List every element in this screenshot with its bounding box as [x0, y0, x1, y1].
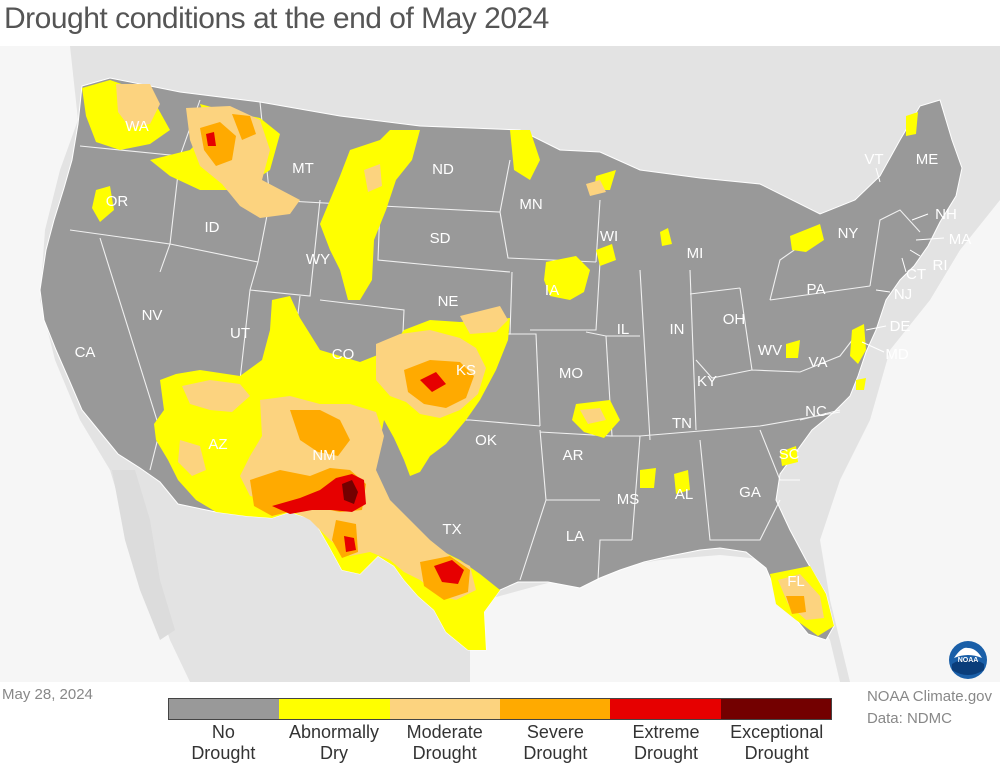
legend-label-d2: Severe Drought	[500, 720, 611, 764]
legend-color-bar	[168, 698, 832, 720]
state-label-mn: MN	[519, 196, 542, 213]
legend-label-line1: Severe	[526, 722, 584, 742]
legend-swatch-none	[169, 699, 280, 719]
atlantic-ocean	[820, 200, 1000, 682]
legend-label-line2: Drought	[523, 743, 588, 763]
drought-map: WA OR CA ID NV MT WY UT AZ CO NM ND SD N…	[0, 46, 1000, 682]
legend-label-d0: Abnormally Dry	[279, 720, 390, 764]
state-label-ne: NE	[438, 293, 459, 310]
noaa-logo: NOAA	[949, 641, 987, 679]
state-label-ny: NY	[838, 225, 859, 242]
state-label-nm: NM	[312, 447, 335, 464]
ocean-pacific	[0, 46, 190, 682]
state-label-nc: NC	[805, 403, 827, 420]
legend-swatch-d2	[499, 699, 611, 719]
state-label-ar: AR	[563, 447, 584, 464]
state-label-me: ME	[916, 151, 939, 168]
state-label-al: AL	[675, 486, 693, 503]
legend-label-line1: Exceptional	[730, 722, 824, 742]
state-label-mt: MT	[292, 160, 314, 177]
drought-d4-areas	[342, 480, 358, 504]
state-label-oh: OH	[723, 311, 746, 328]
state-label-il: IL	[617, 321, 630, 338]
state-label-or: OR	[106, 193, 129, 210]
noaa-logo-bird	[954, 647, 982, 658]
state-label-va: VA	[809, 354, 828, 371]
state-label-in: IN	[670, 321, 685, 338]
state-label-wa: WA	[125, 118, 149, 135]
legend-label-line2: Drought	[191, 743, 256, 763]
gulf-of-mexico	[470, 555, 840, 682]
legend-label-line1: No	[211, 722, 235, 742]
state-label-ut: UT	[230, 325, 250, 342]
state-label-sc: SC	[779, 446, 800, 463]
state-label-sd: SD	[430, 230, 451, 247]
state-label-vt: VT	[864, 151, 883, 168]
state-label-ky: KY	[697, 373, 717, 390]
legend-label-none: No Drought	[168, 720, 279, 764]
state-label-wy: WY	[306, 251, 330, 268]
legend-label-line2: Drought	[634, 743, 699, 763]
baja-california	[112, 470, 175, 640]
state-label-ks: KS	[456, 362, 476, 379]
legend-label-line1: Moderate	[406, 722, 483, 742]
state-label-ms: MS	[617, 491, 640, 508]
state-label-ia: IA	[545, 282, 559, 299]
state-label-ok: OK	[475, 432, 497, 449]
state-label-ct: CT	[906, 266, 926, 283]
state-label-nj: NJ	[894, 286, 912, 303]
legend-swatch-d3	[610, 699, 721, 719]
state-label-md: MD	[885, 346, 908, 363]
legend-label-line1: Abnormally	[288, 722, 380, 742]
credit-source: NOAA Climate.gov	[866, 688, 992, 705]
legend-label-line2: Drought	[412, 743, 477, 763]
legend-labels: No Drought Abnormally Dry Moderate Droug…	[168, 720, 832, 764]
credit-data: Data: NDMC	[866, 710, 952, 727]
legend-swatch-d0	[279, 699, 390, 719]
state-label-ri: RI	[933, 257, 948, 274]
legend-label-d1: Moderate Drought	[389, 720, 500, 764]
state-leader-lines	[861, 167, 945, 353]
state-label-de: DE	[890, 318, 911, 335]
credit-block: NOAA Climate.gov Data: NDMC	[867, 686, 992, 730]
map-date: May 28, 2024	[2, 686, 93, 703]
state-label-la: LA	[566, 528, 584, 545]
state-label-az: AZ	[208, 436, 227, 453]
state-label-nh: NH	[935, 206, 957, 223]
state-label-wv: WV	[758, 342, 782, 359]
legend-swatch-d4	[720, 699, 831, 719]
state-label-id: ID	[205, 219, 220, 236]
state-label-tx: TX	[442, 521, 461, 538]
noaa-logo-wave	[952, 659, 984, 675]
state-label-fl: FL	[787, 573, 805, 590]
state-labels: WA OR CA ID NV MT WY UT AZ CO NM ND SD N…	[75, 118, 972, 590]
legend-label-d3: Extreme Drought	[611, 720, 722, 764]
state-label-pa: PA	[807, 281, 826, 298]
state-label-ma: MA	[949, 231, 972, 248]
legend-label-line1: Extreme	[632, 722, 700, 742]
noaa-logo-text: NOAA	[958, 657, 979, 664]
legend-label-d4: Exceptional Drought	[721, 720, 832, 764]
state-label-co: CO	[332, 346, 355, 363]
state-label-tn: TN	[672, 415, 692, 432]
legend: No Drought Abnormally Dry Moderate Droug…	[168, 698, 832, 764]
state-label-wi: WI	[600, 228, 618, 245]
legend-label-line2: Drought	[744, 743, 809, 763]
state-label-nd: ND	[432, 161, 454, 178]
state-label-ca: CA	[75, 344, 96, 361]
state-label-ga: GA	[739, 484, 761, 501]
state-label-mo: MO	[559, 365, 583, 382]
state-label-mi: MI	[687, 245, 704, 262]
map-title: Drought conditions at the end of May 202…	[4, 2, 549, 35]
state-label-nv: NV	[142, 307, 163, 324]
legend-swatch-d1	[389, 699, 500, 719]
legend-label-line2: Dry	[320, 743, 348, 763]
